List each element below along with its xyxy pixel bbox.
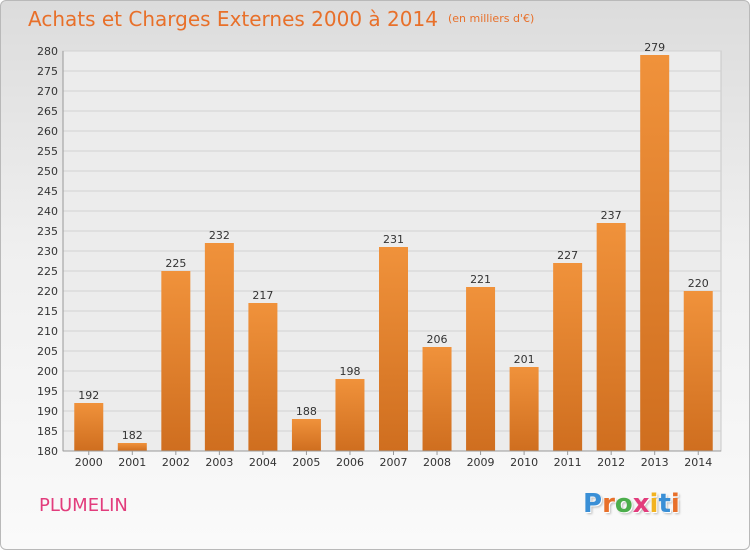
bar (596, 223, 626, 451)
x-tick-label: 2013 (641, 456, 669, 469)
proxiti-logo: Proxiti (583, 489, 680, 519)
y-tick-label: 225 (37, 265, 58, 278)
logo-letter: r (602, 489, 615, 519)
bar (74, 403, 104, 451)
y-tick-label: 220 (37, 285, 58, 298)
x-tick-label: 2011 (554, 456, 582, 469)
x-tick-label: 2010 (510, 456, 538, 469)
x-tick-label: 2002 (162, 456, 190, 469)
bar-value-label: 237 (601, 209, 622, 222)
bar (683, 291, 713, 451)
x-tick-label: 2009 (467, 456, 495, 469)
bar-value-label: 225 (165, 257, 186, 270)
y-tick-label: 200 (37, 365, 58, 378)
logo-letter: i (670, 489, 680, 519)
x-tick-label: 2001 (118, 456, 146, 469)
bar (640, 55, 670, 451)
chart-title: Achats et Charges Externes 2000 à 2014 (e… (28, 7, 534, 31)
y-tick-label: 210 (37, 325, 58, 338)
bar-value-label: 221 (470, 273, 491, 286)
y-tick-label: 260 (37, 125, 58, 138)
y-tick-label: 270 (37, 85, 58, 98)
x-tick-label: 2008 (423, 456, 451, 469)
y-tick-label: 215 (37, 305, 58, 318)
chart-subtitle: (en milliers d'€) (447, 12, 535, 25)
bar-value-label: 220 (688, 277, 709, 290)
bar (422, 347, 452, 451)
bar-value-label: 201 (514, 353, 535, 366)
y-tick-label: 275 (37, 65, 58, 78)
x-tick-label: 2012 (597, 456, 625, 469)
bar-value-label: 227 (557, 249, 578, 262)
bar (553, 263, 583, 451)
bar-value-label: 231 (383, 233, 404, 246)
bar (204, 243, 234, 451)
bar (161, 271, 191, 451)
x-tick-label: 2000 (75, 456, 103, 469)
bar-value-label: 188 (296, 405, 317, 418)
bar (117, 443, 147, 451)
logo-letter: i (649, 489, 659, 519)
bar-value-label: 217 (252, 289, 273, 302)
x-tick-label: 2007 (380, 456, 408, 469)
y-tick-label: 195 (37, 385, 58, 398)
logo-letter: x (632, 489, 650, 519)
y-tick-label: 180 (37, 445, 58, 458)
y-tick-label: 255 (37, 145, 58, 158)
bar (335, 379, 365, 451)
chart-title-text: Achats et Charges Externes 2000 à 2014 (28, 7, 438, 31)
y-tick-label: 185 (37, 425, 58, 438)
bar-value-label: 279 (644, 41, 665, 54)
bar (379, 247, 408, 451)
logo-letter: t (658, 489, 671, 519)
y-tick-label: 230 (37, 245, 58, 258)
y-tick-label: 245 (37, 185, 58, 198)
logo-letter: P (583, 489, 603, 519)
y-tick-label: 265 (37, 105, 58, 118)
y-tick-label: 190 (37, 405, 58, 418)
y-tick-label: 235 (37, 225, 58, 238)
x-tick-label: 2006 (336, 456, 364, 469)
bar (466, 287, 496, 451)
bar-value-label: 198 (339, 365, 360, 378)
bar-value-label: 232 (209, 229, 230, 242)
bar-value-label: 206 (427, 333, 448, 346)
bar-value-label: 192 (78, 389, 99, 402)
x-tick-label: 2005 (292, 456, 320, 469)
x-tick-label: 2004 (249, 456, 277, 469)
place-name: PLUMELIN (39, 495, 128, 516)
x-tick-label: 2003 (205, 456, 233, 469)
y-tick-label: 280 (37, 45, 58, 58)
bar (248, 303, 278, 451)
bar-value-label: 182 (122, 429, 143, 442)
y-tick-label: 240 (37, 205, 58, 218)
bar (509, 367, 539, 451)
x-tick-label: 2014 (684, 456, 712, 469)
logo-letter: o (614, 489, 633, 519)
bar (291, 419, 321, 451)
y-tick-label: 205 (37, 345, 58, 358)
y-tick-label: 250 (37, 165, 58, 178)
